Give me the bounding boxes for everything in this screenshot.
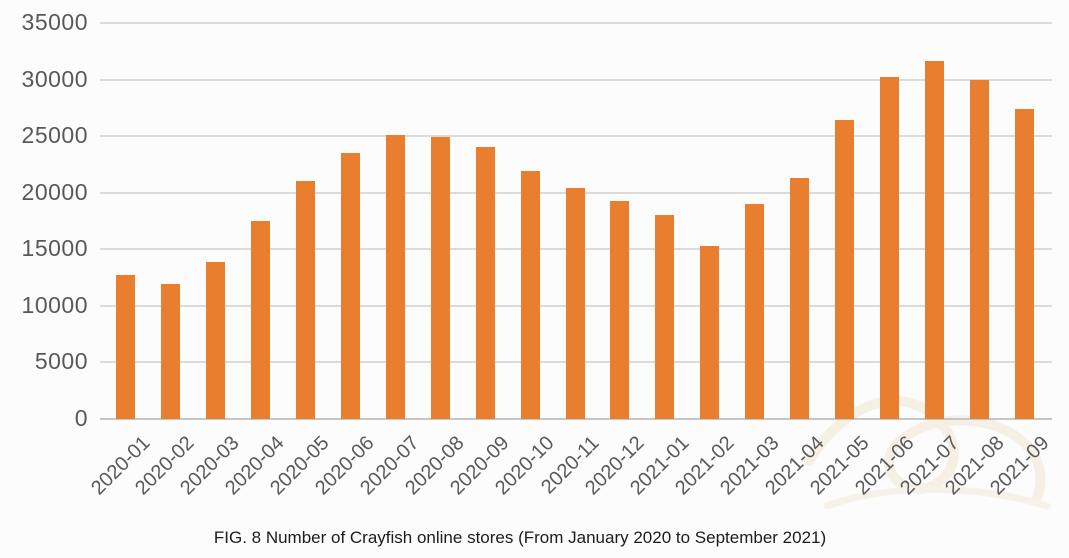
bar-2020-05 — [295, 181, 315, 419]
bar-2020-09 — [475, 147, 495, 419]
gridline-30000 — [100, 78, 1052, 81]
bar-2020-04 — [250, 221, 270, 419]
y-tick-label-10000: 10000 — [21, 291, 88, 318]
bar-2021-08 — [970, 79, 990, 419]
bar-2021-05 — [835, 120, 855, 419]
bar-2020-01 — [116, 275, 135, 419]
bar-2020-07 — [385, 135, 405, 419]
y-tick-label-15000: 15000 — [21, 235, 88, 262]
bar-2021-03 — [745, 204, 765, 419]
y-tick-label-25000: 25000 — [21, 122, 88, 149]
bar-2021-02 — [700, 245, 720, 419]
bar-2021-01 — [655, 215, 675, 419]
bar-2020-06 — [340, 153, 360, 419]
figure-caption: FIG. 8 Number of Crayfish online stores … — [213, 528, 827, 547]
gridline-35000 — [100, 22, 1052, 24]
y-tick-label-35000: 35000 — [21, 8, 88, 35]
bar-2021-06 — [880, 77, 900, 419]
bar-2021-07 — [925, 61, 945, 419]
bar-2020-02 — [160, 284, 180, 419]
y-tick-label-30000: 30000 — [21, 65, 88, 92]
y-tick-label-20000: 20000 — [21, 178, 88, 205]
y-tick-label-0: 0 — [74, 404, 88, 431]
bar-2020-08 — [430, 137, 450, 419]
bar-2021-09 — [1015, 108, 1034, 419]
bar-2020-12 — [610, 200, 630, 419]
x-axis-baseline — [100, 418, 1052, 420]
bar-2020-11 — [565, 188, 585, 419]
bar-2021-04 — [790, 178, 810, 419]
y-tick-label-5000: 5000 — [34, 348, 88, 375]
bar-2020-03 — [205, 261, 225, 419]
bar-2020-10 — [520, 171, 540, 419]
gridline-25000 — [100, 135, 1052, 138]
